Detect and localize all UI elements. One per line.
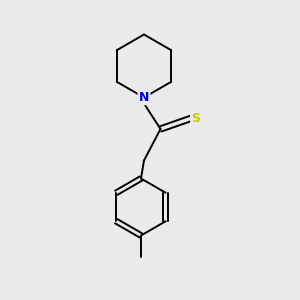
Text: N: N (139, 91, 149, 104)
Text: N: N (139, 91, 149, 104)
Text: S: S (191, 112, 200, 125)
